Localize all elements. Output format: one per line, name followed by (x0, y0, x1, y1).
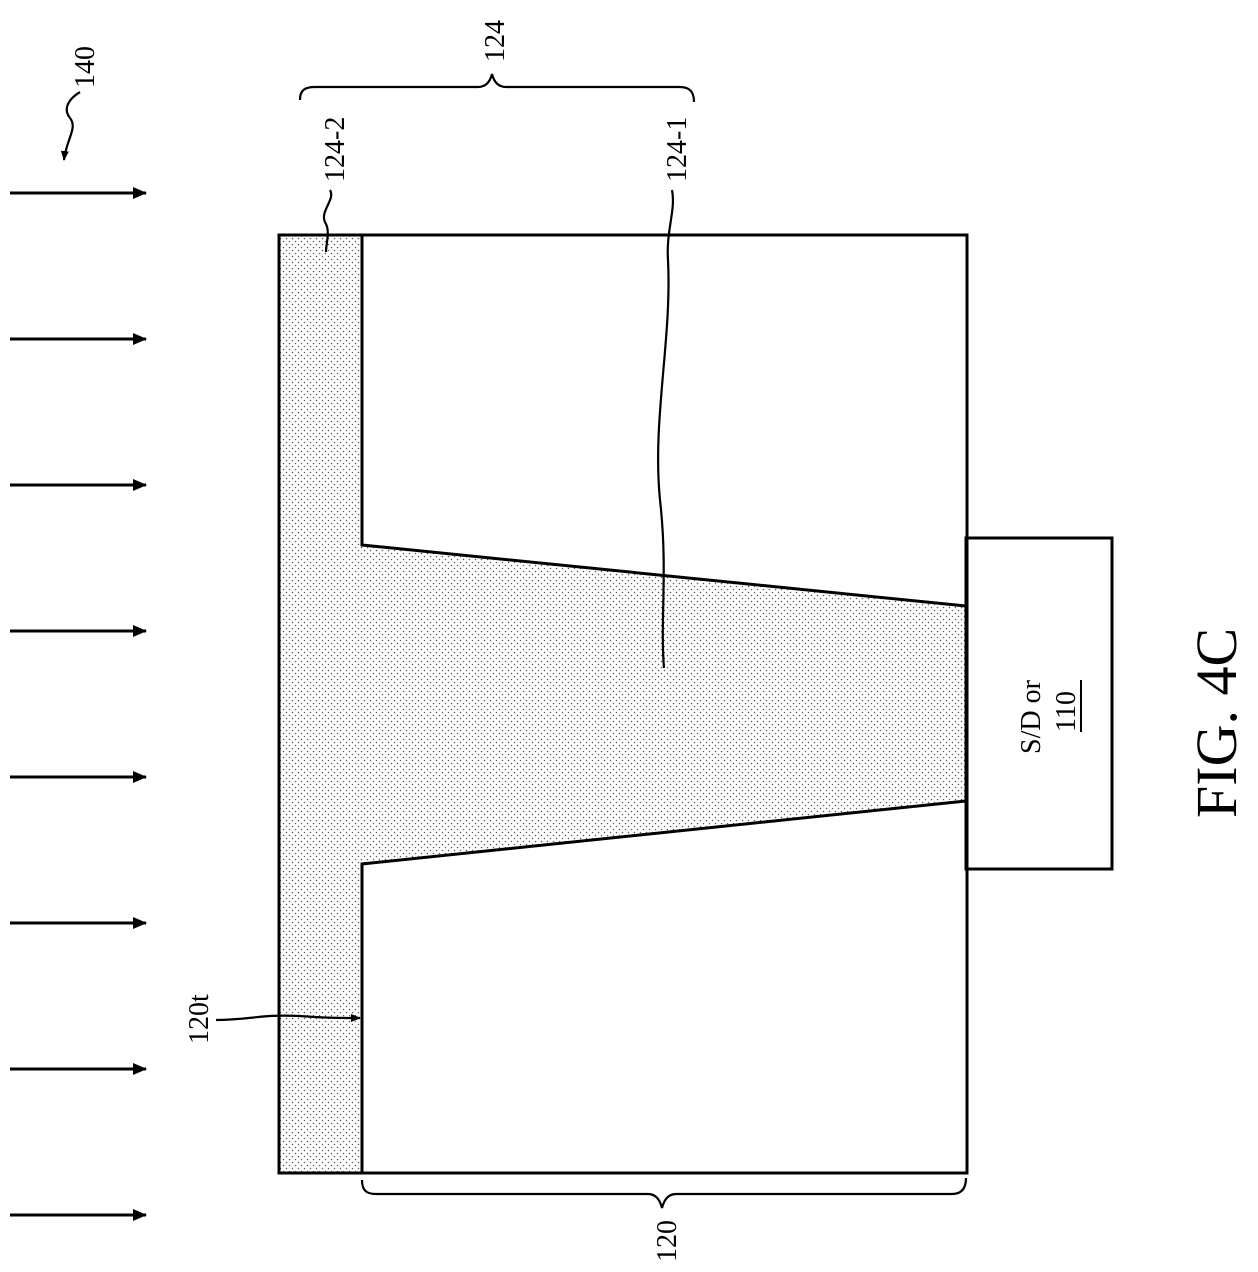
label-110: 110 (1051, 691, 1082, 732)
substrate-bottom-boundary (362, 801, 966, 1173)
label-140-group: 140 (64, 46, 101, 160)
label-120t: 120t (184, 994, 215, 1044)
label-124: 124 (480, 20, 511, 62)
label-124-1: 124-1 (662, 117, 693, 182)
bracket-124 (300, 74, 694, 102)
incident-arrows (10, 193, 146, 1215)
label-sd: S/D or (1016, 679, 1047, 754)
layer-124-2 (279, 235, 362, 1173)
figure-caption: FIG. 4C (1184, 628, 1249, 818)
label-124-2: 124-2 (320, 117, 351, 182)
leader-140 (64, 92, 80, 160)
label-120: 120 (652, 1220, 683, 1262)
bracket-120 (362, 1178, 966, 1208)
label-140: 140 (70, 46, 101, 88)
